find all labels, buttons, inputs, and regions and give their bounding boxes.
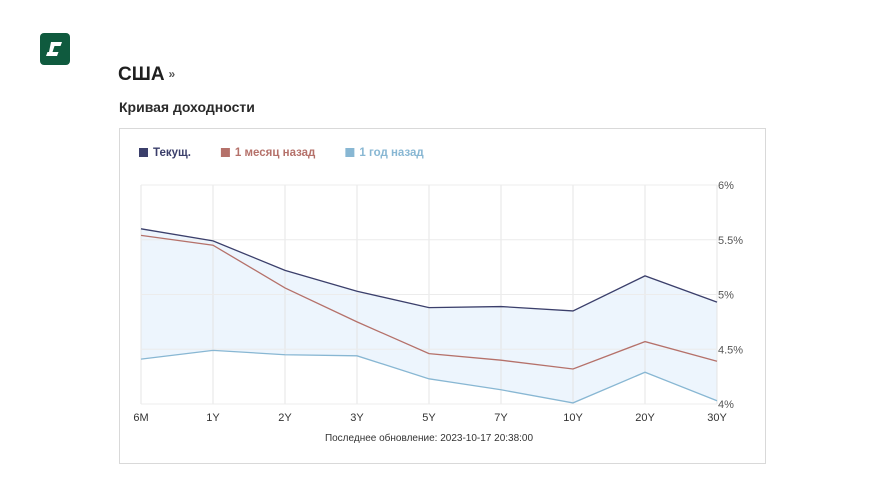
legend-swatch (220, 148, 230, 157)
x-tick-label: 7Y (494, 412, 508, 424)
country-name: США (118, 64, 165, 85)
x-tick-label: 3Y (350, 412, 364, 424)
y-tick-label: 4.5% (718, 344, 743, 356)
y-tick-label: 5% (718, 290, 734, 302)
country-heading[interactable]: США» (118, 64, 175, 86)
x-tick-label: 6M (133, 412, 148, 424)
legend-label: 1 год назад (359, 147, 424, 159)
x-tick-label: 1Y (206, 412, 220, 424)
y-tick-label: 5.5% (718, 235, 743, 247)
legend-label: 1 месяц назад (235, 147, 316, 159)
legend-swatch (139, 148, 148, 157)
y-tick-label: 4% (718, 399, 734, 411)
legend-label: Текущ. (153, 147, 191, 159)
section-title: Кривая доходности (119, 99, 255, 115)
x-tick-label: 10Y (563, 412, 583, 424)
series-line (140, 234, 718, 370)
y-tick-label: 6% (718, 180, 734, 192)
yield-curve-card: 6% 5.5% 5% 4.5% 4% 6M 1Y 2Y 3Y 5Y 7Y 10Y 20Y 30Y Текущ… (119, 128, 766, 464)
legend-swatch (345, 148, 355, 157)
logo-glyph (46, 42, 62, 56)
x-tick-label: 30Y (707, 412, 727, 424)
x-tick-label: 20Y (635, 412, 655, 424)
x-tick-label: 5Y (422, 412, 436, 424)
x-tick-label: 2Y (278, 412, 292, 424)
chevron-right-icon: » (168, 67, 176, 81)
brand-logo-icon[interactable] (40, 33, 70, 65)
yield-curve-chart: 6% 5.5% 5% 4.5% 4% 6M 1Y 2Y 3Y 5Y 7Y 10Y 20Y 30Y Текущ… (133, 147, 743, 444)
series-line (140, 228, 718, 312)
series-line (140, 349, 718, 404)
last-updated-text: Последнее обновление: 2023-10-17 20:38:0… (325, 432, 534, 444)
